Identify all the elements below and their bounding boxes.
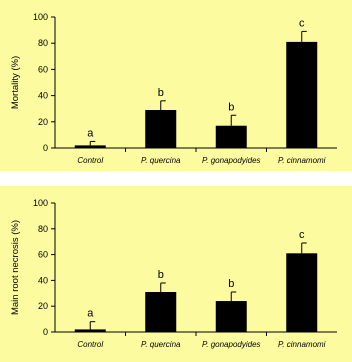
y-tick-label: 60	[38, 250, 48, 260]
significance-letter: b	[158, 269, 164, 281]
y-axis-label: Mortality (%)	[10, 56, 21, 109]
mortality-chart: 0 20 40 60 80 100 Mortality (%) a Control b P. que…	[10, 12, 337, 165]
x-category-label: P. gonapodyides	[202, 340, 261, 349]
y-tick-label: 20	[38, 301, 48, 311]
x-category-label: Control	[77, 156, 103, 165]
significance-letter: c	[299, 229, 305, 241]
y-tick-label: 0	[43, 327, 48, 337]
bar	[145, 292, 177, 332]
significance-letter: b	[158, 87, 164, 99]
bar	[286, 253, 318, 332]
y-tick-label: 80	[38, 38, 48, 48]
significance-letter: a	[87, 308, 94, 320]
x-category-label: P. cinnamomi	[278, 340, 326, 349]
x-category-label: P. quercina	[141, 340, 181, 349]
bar	[74, 145, 106, 148]
bar	[74, 329, 106, 332]
y-tick-label: 40	[38, 91, 48, 101]
y-tick-label: 60	[38, 64, 48, 74]
root-necrosis-chart: 0 20 40 60 80 100 Main root necrosis (%) a Contr…	[10, 198, 337, 349]
significance-letter: c	[299, 17, 305, 29]
x-category-label: P. cinnamomi	[278, 156, 326, 165]
mortality-chart-panel: 0 20 40 60 80 100 Mortality (%) a Control b P. que…	[0, 0, 352, 171]
significance-letter: b	[228, 101, 234, 113]
x-category-label: P. gonapodyides	[202, 156, 261, 165]
bar	[215, 301, 247, 332]
bar	[286, 41, 318, 148]
significance-letter: b	[228, 278, 234, 290]
y-tick-label: 20	[38, 117, 48, 127]
y-tick-label: 0	[43, 143, 48, 153]
y-tick-label: 40	[38, 275, 48, 285]
y-tick-label: 100	[33, 12, 48, 22]
y-tick-label: 100	[33, 198, 48, 208]
x-category-label: P. quercina	[141, 156, 181, 165]
y-axis-label: Main root necrosis (%)	[10, 220, 21, 315]
root-necrosis-chart-panel: 0 20 40 60 80 100 Main root necrosis (%) a Contr…	[0, 186, 352, 362]
x-category-label: Control	[77, 340, 103, 349]
bar	[215, 125, 247, 148]
significance-letter: a	[87, 127, 94, 139]
y-tick-label: 80	[38, 224, 48, 234]
bar	[145, 110, 177, 148]
